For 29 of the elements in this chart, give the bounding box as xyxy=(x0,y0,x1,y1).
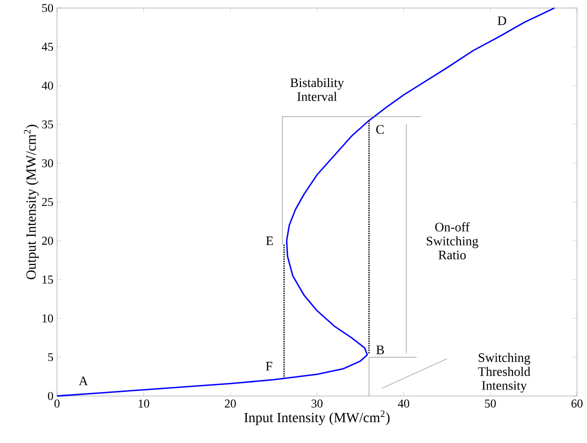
y-tick-label: 35 xyxy=(42,120,54,128)
y-tick-label: 15 xyxy=(42,276,54,284)
annotation: A xyxy=(78,376,88,386)
x-tick-label: 30 xyxy=(312,400,323,408)
annotation: B xyxy=(376,346,384,354)
y-tick-label: 10 xyxy=(42,314,54,322)
x-tick-label: 10 xyxy=(138,400,150,408)
annotation: On-off Switching Ratio xyxy=(426,222,478,260)
y-tick-label: 45 xyxy=(42,42,54,51)
annotation: Switching Threshold Intensity xyxy=(478,352,530,393)
annotation: C xyxy=(376,125,384,134)
y-tick-label: 0 xyxy=(48,392,54,400)
y-axis-title: Output Intensity (MW/cm$^{2}$) xyxy=(24,124,39,280)
x-tick-label: 0 xyxy=(54,400,60,408)
x-tick-label: 40 xyxy=(398,400,410,408)
x-tick-label: 50 xyxy=(485,400,496,408)
annotation: D xyxy=(498,16,506,25)
x-tick-label: 60 xyxy=(572,400,583,408)
y-tick-label: 30 xyxy=(42,159,54,168)
y-tick-label: 40 xyxy=(42,82,54,90)
x-tick-label: 20 xyxy=(224,400,236,408)
y-tick-label: 5 xyxy=(48,353,54,362)
annotation: E xyxy=(266,236,273,246)
y-tick-label: 25 xyxy=(42,198,54,206)
y-tick-label: 20 xyxy=(42,236,54,245)
y-tick-label: 50 xyxy=(42,4,54,12)
x-axis-title: Input Intensity (MW/cm$^{2}$) xyxy=(244,410,390,426)
annotation: Bistability Interval xyxy=(290,78,344,102)
annotation: F xyxy=(266,362,272,370)
